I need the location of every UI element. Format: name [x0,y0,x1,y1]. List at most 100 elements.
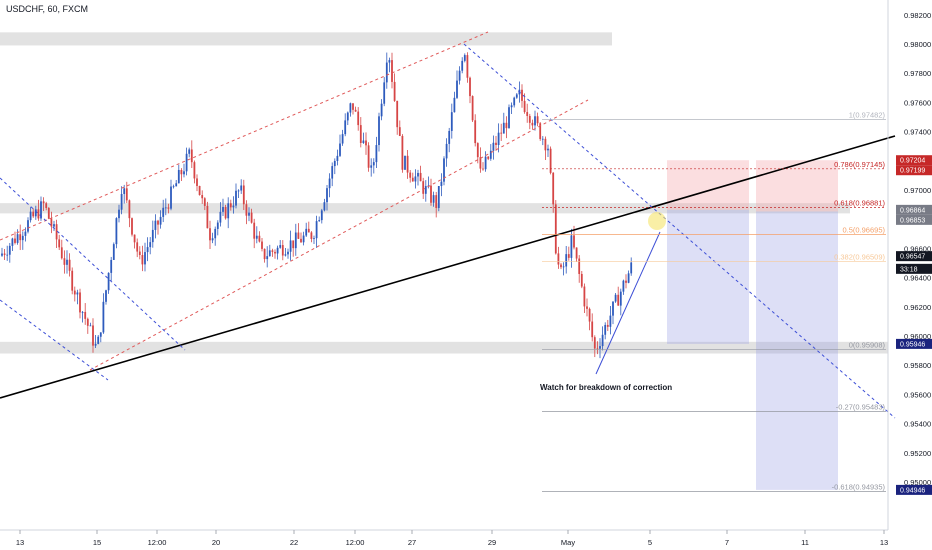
candle-body [151,229,154,243]
candle-body [596,348,599,350]
candle-body [359,125,362,143]
downtrend-left-upper [0,177,186,351]
candle-body [141,254,144,265]
candle-body [133,234,136,243]
candle-body [617,294,620,306]
x-tick-label: 29 [488,538,496,547]
candle-body [146,247,149,253]
candle-body [573,235,575,248]
candle-body [534,116,536,126]
candle-body [40,201,42,219]
downtrend-right [463,43,896,419]
candle-body [383,82,386,104]
candle-body [453,97,456,113]
candle-body [310,232,313,239]
candle-body [29,211,32,221]
y-tick-label: 0.95000 [904,478,931,487]
correction-line [595,231,661,375]
fib-label: 0.786(0.97145) [834,160,885,169]
price-axis[interactable]: 0.98200 0.98000 0.97800 0.97600 0.97400 0.970… [904,11,931,487]
candle-body [609,315,612,327]
candle-body [50,218,53,227]
annotation-text: Watch for breakdown of correction [540,383,672,392]
candle-body [380,103,383,117]
candle-body [575,247,578,259]
candle-body [136,242,139,252]
y-tick-label: 0.96200 [904,303,931,312]
candle-body [372,162,375,166]
candle-body [320,210,323,221]
candle-body [469,77,471,97]
candle-body [627,273,630,283]
candle-body [157,220,159,225]
candle-body [11,238,14,246]
support-zone [0,341,888,354]
candle-body [414,176,417,182]
candle-body [474,120,477,144]
candle-body [222,207,224,212]
candle-body [391,60,393,82]
y-tick-label: 0.98000 [904,40,931,49]
candle-body [167,207,170,209]
candle-body [515,94,518,98]
candle-body [466,55,469,78]
candle-body [554,204,557,254]
candle-body [3,253,6,255]
candle-body [284,254,287,256]
candle-body [593,337,596,349]
candle-body [630,262,633,274]
price-badge-label: 0.96853 [900,217,925,224]
resistance-zone [0,32,612,46]
candle-body [198,185,201,196]
price-badge [896,338,932,349]
candle-body [437,186,440,208]
candle-body [66,259,68,265]
candle-body [172,186,175,188]
candle-body [544,138,547,151]
candle-body [118,209,120,219]
candle-body [318,220,321,222]
candle-body [266,256,269,260]
candle-body [27,220,29,232]
candle-body [209,228,211,241]
candle-body [352,103,354,110]
candle-body [336,155,339,161]
candle-body [450,112,453,131]
candle-body [487,156,490,159]
candle-body [71,270,74,291]
candle-body [6,254,9,256]
candle-body [162,207,165,217]
candle-body [128,200,131,219]
candle-body [331,166,334,179]
target-box-1 [667,209,749,344]
time-axis[interactable]: 13 15 12:00 20 22 12:00 27 29 May 5 7 11 13 [16,530,888,547]
y-tick-label: 0.96000 [904,332,931,341]
candle-body [349,103,352,113]
candle-body [287,251,289,255]
candle-body [180,169,183,175]
candle-body [159,216,162,225]
candle-body [536,116,539,124]
candle-body [500,132,503,134]
candle-body [81,311,84,313]
candle-body [47,207,50,219]
candle-body [435,195,438,208]
candle-body [424,186,427,194]
candle-body [622,280,625,292]
x-tick-label: May [561,538,575,547]
candle-body [313,238,315,239]
y-tick-label: 0.97600 [904,98,931,107]
candle-body [393,81,396,101]
candle-body [489,150,492,159]
candle-body [302,235,305,243]
price-badge-label: 0.97199 [900,168,925,175]
candle-body [341,134,344,144]
candle-body [177,169,180,184]
candle-body [409,172,412,178]
candle-body [84,311,87,319]
stop-box-1 [667,160,749,210]
candle-body [385,62,388,83]
fib-label: 0.5(0.96695) [842,226,885,235]
candle-body [201,195,204,199]
